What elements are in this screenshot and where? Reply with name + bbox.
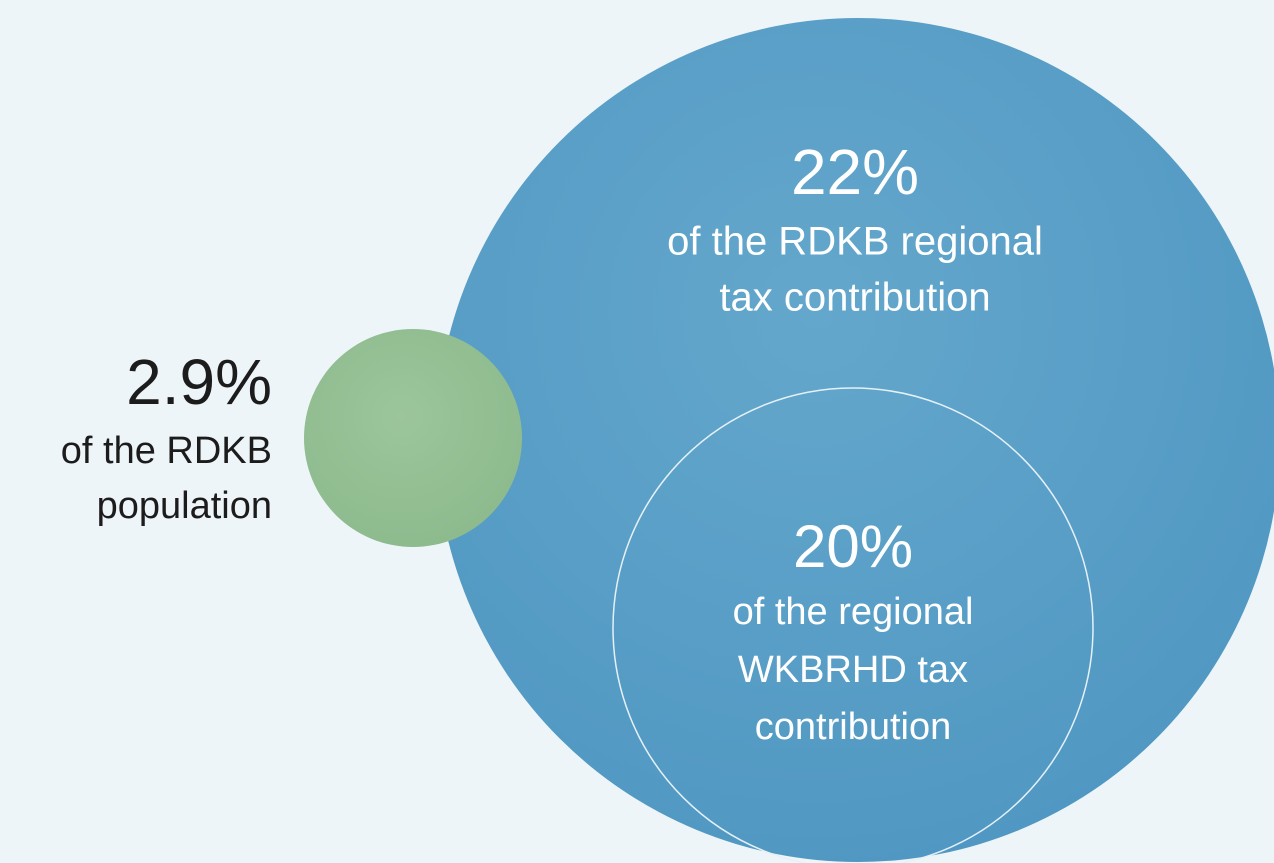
population-label: of the RDKB: [61, 430, 272, 472]
wkbrhd-tax-label: WKBRHD tax: [738, 649, 968, 691]
regional-tax-label: tax contribution: [719, 276, 990, 320]
wkbrhd-tax-label: of the regional: [733, 591, 974, 633]
population-value: 2.9%: [126, 346, 272, 418]
population-circle: [304, 329, 522, 547]
regional-tax-value: 22%: [791, 136, 919, 208]
population-label: population: [97, 485, 272, 527]
regional-tax-circle: [436, 18, 1274, 862]
wkbrhd-tax-value: 20%: [793, 513, 913, 580]
wkbrhd-tax-circle: [612, 387, 1094, 863]
regional-tax-label: of the RDKB regional: [667, 220, 1043, 264]
wkbrhd-tax-label: contribution: [755, 706, 951, 748]
